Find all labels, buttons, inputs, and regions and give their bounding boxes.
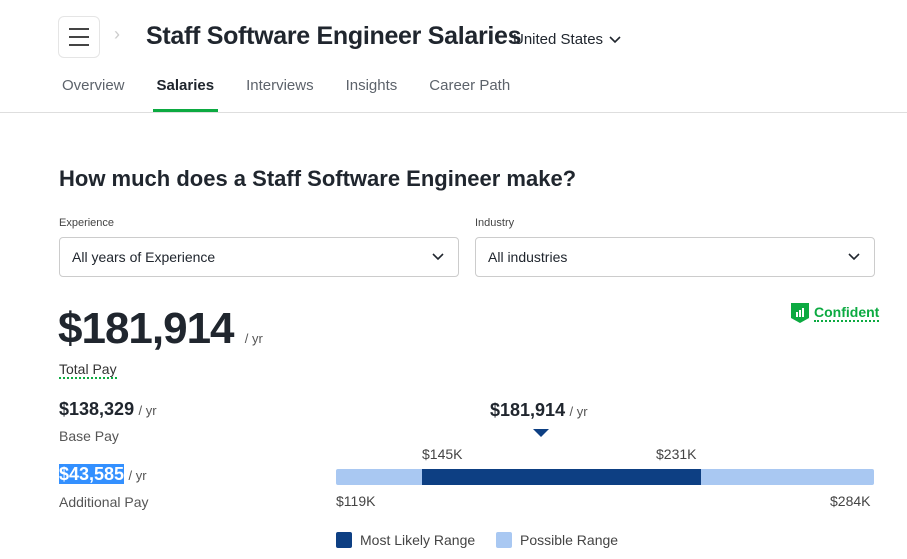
unit: / yr xyxy=(128,468,147,483)
likely-low-label: $145K xyxy=(422,446,463,462)
chart-shield-icon xyxy=(791,303,809,323)
likely-high-label: $231K xyxy=(656,446,697,462)
section-heading: How much does a Staff Software Engineer … xyxy=(59,166,577,191)
unit: / yr xyxy=(244,331,263,346)
likely-range-bar xyxy=(422,469,701,485)
experience-select[interactable]: All years of Experience xyxy=(59,237,459,277)
base-pay-label: Base Pay xyxy=(59,428,119,444)
max-label: $284K xyxy=(830,493,871,509)
total-pay-value: $181,914 xyxy=(58,304,235,353)
unit: / yr xyxy=(569,404,588,419)
additional-pay-label: Additional Pay xyxy=(59,494,149,510)
unit: / yr xyxy=(138,403,157,418)
industry-select[interactable]: All industries xyxy=(475,237,875,277)
menu-button[interactable] xyxy=(58,16,100,58)
total-pay-label[interactable]: Total Pay xyxy=(59,361,117,379)
chevron-down-icon xyxy=(848,253,860,261)
tab-bar: Overview Salaries Interviews Insights Ca… xyxy=(62,77,542,113)
confidence-badge[interactable]: Confident xyxy=(790,302,880,324)
tab-interviews[interactable]: Interviews xyxy=(246,77,314,94)
min-label: $119K xyxy=(336,493,376,509)
experience-value: All years of Experience xyxy=(72,249,216,265)
median-marker-icon xyxy=(533,429,549,437)
divider xyxy=(0,112,907,113)
hamburger-icon xyxy=(69,28,89,30)
country-dropdown[interactable]: United States xyxy=(513,31,621,48)
tab-career-path[interactable]: Career Path xyxy=(429,77,511,94)
legend-swatch xyxy=(496,532,512,548)
page-title: Staff Software Engineer Salaries xyxy=(146,22,522,50)
tab-overview[interactable]: Overview xyxy=(62,77,125,94)
tab-salaries[interactable]: Salaries xyxy=(152,77,218,113)
base-pay-value: $138,329 xyxy=(59,399,135,419)
median-value: $181,914 xyxy=(490,400,566,420)
country-label: United States xyxy=(513,31,604,48)
tab-insights[interactable]: Insights xyxy=(345,77,398,94)
legend-possible: Possible Range xyxy=(496,532,618,548)
chevron-down-icon xyxy=(432,253,444,261)
legend-swatch xyxy=(336,532,352,548)
legend-label: Possible Range xyxy=(520,532,619,548)
legend-label: Most Likely Range xyxy=(360,532,476,548)
additional-pay-value: $43,585 xyxy=(59,464,125,484)
chevron-down-icon xyxy=(609,35,621,43)
industry-value: All industries xyxy=(488,249,568,265)
total-pay: $181,914 / yr xyxy=(58,304,263,354)
industry-label: Industry xyxy=(475,217,515,229)
legend-likely: Most Likely Range xyxy=(336,532,475,548)
chevron-right-icon: › xyxy=(114,24,120,44)
experience-label: Experience xyxy=(59,217,115,229)
confidence-label: Confident xyxy=(814,304,880,322)
possible-range-bar xyxy=(336,469,874,485)
